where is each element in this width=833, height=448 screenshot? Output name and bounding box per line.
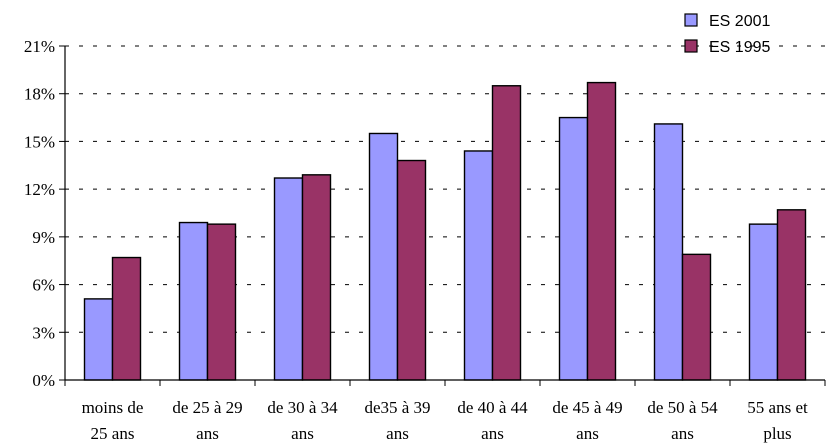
x-category-label: 55 ans et plus	[747, 398, 808, 443]
y-tick-label: 15%	[24, 132, 55, 151]
y-tick-label: 9%	[32, 228, 55, 247]
bar-es-2001	[368, 132, 399, 381]
bar-es-1995	[206, 223, 237, 381]
bar-es-2001	[558, 116, 589, 381]
bar-es-1995	[301, 174, 332, 381]
bars	[83, 81, 807, 381]
x-category-labels: moins de 25 ans de 25 à 29 ans de 30 à 34 ans…	[82, 398, 808, 443]
x-category-label-line: ans	[291, 424, 314, 443]
x-category-label-line: de 30 à 34	[267, 398, 338, 417]
x-category-label-line: ans	[481, 424, 504, 443]
x-category-label-line: de 40 à 44	[457, 398, 528, 417]
x-category-label-line: de 25 à 29	[172, 398, 242, 417]
legend-swatch	[684, 39, 698, 53]
y-tick-label: 18%	[24, 85, 55, 104]
x-category-label-line: moins de	[82, 398, 144, 417]
x-category-label-line: ans	[671, 424, 694, 443]
legend-label: ES 2001	[709, 13, 770, 30]
axes	[59, 45, 826, 386]
bar-es-1995	[111, 256, 142, 381]
y-tick-label: 12%	[24, 180, 55, 199]
x-category-label: de 40 à 44 ans	[457, 398, 528, 443]
legend: ES 2001 ES 1995	[684, 13, 770, 56]
legend-label: ES 1995	[709, 39, 770, 56]
x-category-label-line: ans	[386, 424, 409, 443]
bar-es-1995	[681, 253, 712, 381]
legend-swatch	[684, 13, 698, 27]
x-category-label-line: 55 ans et	[747, 398, 808, 417]
x-category-label-line: de35 à 39	[364, 398, 430, 417]
y-tick-labels: 0% 3% 6% 9% 12% 15% 18% 21%	[24, 37, 55, 390]
x-category-label: moins de 25 ans	[82, 398, 144, 443]
x-category-label: de 50 à 54 ans	[647, 398, 718, 443]
bar-es-2001	[463, 150, 494, 381]
x-category-label-line: ans	[196, 424, 219, 443]
x-category-label: de 45 à 49 ans	[552, 398, 622, 443]
y-tick-label: 3%	[32, 323, 55, 342]
x-category-label: de 30 à 34 ans	[267, 398, 338, 443]
x-category-label-line: 25 ans	[91, 424, 135, 443]
x-category-label: de35 à 39 ans	[364, 398, 430, 443]
y-tick-label: 0%	[32, 371, 55, 390]
bar-es-2001	[178, 221, 209, 381]
bar-es-2001	[83, 298, 114, 381]
bar-es-1995	[776, 209, 807, 381]
y-tick-label: 6%	[32, 276, 55, 295]
x-category-label-line: de 50 à 54	[647, 398, 718, 417]
bar-es-1995	[396, 159, 427, 381]
bar-es-2001	[273, 177, 304, 381]
x-category-label-line: plus	[763, 424, 791, 443]
bar-es-1995	[491, 85, 522, 381]
x-category-label-line: ans	[576, 424, 599, 443]
bar-es-2001	[748, 223, 779, 381]
x-category-label-line: de 45 à 49	[552, 398, 622, 417]
x-category-label: de 25 à 29 ans	[172, 398, 242, 443]
bar-es-1995	[586, 81, 617, 381]
bar-es-2001	[653, 123, 684, 381]
y-tick-label: 21%	[24, 37, 55, 56]
